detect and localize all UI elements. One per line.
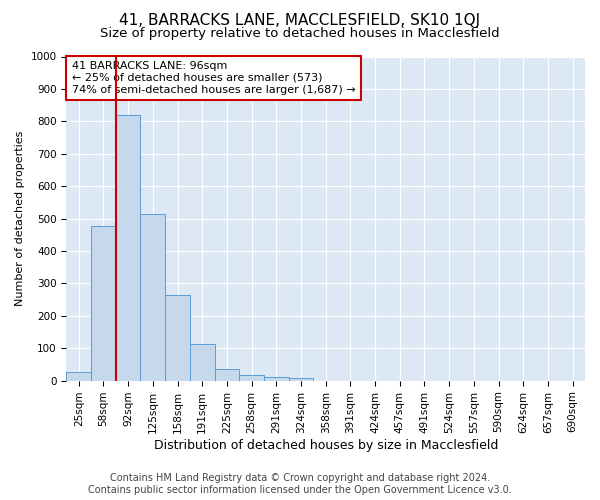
Bar — [165, 295, 190, 380]
Bar — [239, 375, 264, 380]
Bar — [215, 368, 239, 380]
Bar — [91, 226, 116, 380]
Bar — [67, 372, 91, 380]
Y-axis label: Number of detached properties: Number of detached properties — [15, 131, 25, 306]
Text: Contains HM Land Registry data © Crown copyright and database right 2024.
Contai: Contains HM Land Registry data © Crown c… — [88, 474, 512, 495]
Text: 41 BARRACKS LANE: 96sqm
← 25% of detached houses are smaller (573)
74% of semi-d: 41 BARRACKS LANE: 96sqm ← 25% of detache… — [71, 62, 355, 94]
Bar — [264, 377, 289, 380]
X-axis label: Distribution of detached houses by size in Macclesfield: Distribution of detached houses by size … — [154, 440, 498, 452]
Bar — [190, 344, 215, 380]
Text: 41, BARRACKS LANE, MACCLESFIELD, SK10 1QJ: 41, BARRACKS LANE, MACCLESFIELD, SK10 1Q… — [119, 12, 481, 28]
Bar — [140, 214, 165, 380]
Bar — [116, 115, 140, 380]
Text: Size of property relative to detached houses in Macclesfield: Size of property relative to detached ho… — [100, 28, 500, 40]
Bar — [289, 378, 313, 380]
